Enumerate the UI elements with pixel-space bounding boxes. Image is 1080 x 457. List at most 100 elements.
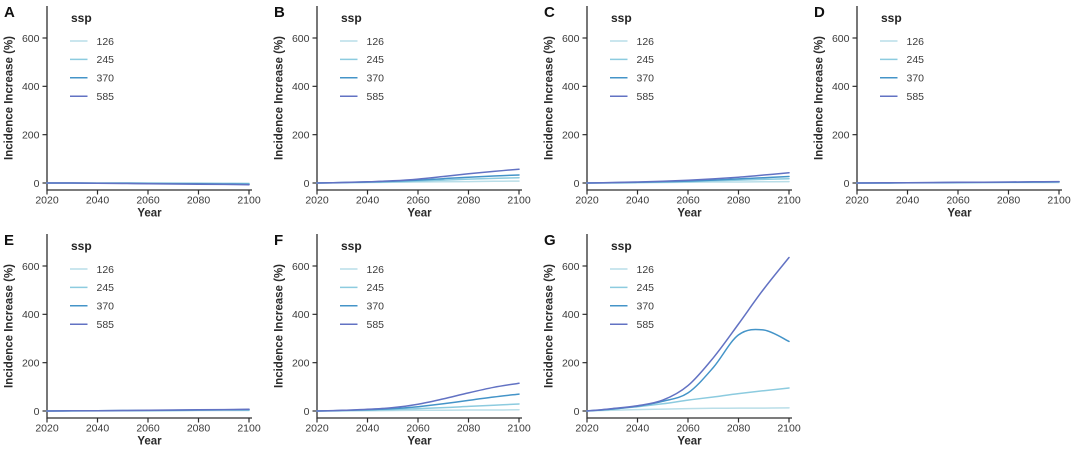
x-tick-label: 2100 xyxy=(507,423,531,435)
series-line-585 xyxy=(316,168,520,184)
y-tick-label: 400 xyxy=(22,81,40,93)
y-axis-title: Incidence Increase (%) xyxy=(274,36,286,160)
x-tick-label: 2100 xyxy=(507,195,531,207)
y-tick-label: 400 xyxy=(562,81,580,93)
x-tick-label: 2060 xyxy=(406,195,430,207)
y-tick-label: 0 xyxy=(844,178,850,190)
y-tick-label: 600 xyxy=(22,33,40,45)
panel-letter: B xyxy=(274,4,285,21)
x-axis-title: Year xyxy=(947,208,972,220)
panel-letter: C xyxy=(544,4,555,21)
legend-label-126: 126 xyxy=(97,36,115,48)
x-axis-title: Year xyxy=(677,436,702,448)
legend-label-126: 126 xyxy=(367,36,385,48)
series-line-585 xyxy=(586,256,790,412)
y-tick-label: 200 xyxy=(562,129,580,141)
x-axis-title: Year xyxy=(407,436,432,448)
x-tick-label: 2100 xyxy=(237,195,261,207)
panel-B: B 0 200 400 600 2020 2040 2060 2080 2100 Year Incid… xyxy=(270,0,540,228)
legend-label-585: 585 xyxy=(637,91,655,103)
y-tick-label: 400 xyxy=(832,81,850,93)
panel-E: E 0 200 400 600 2020 2040 2060 2080 2100 Year Incid… xyxy=(0,228,270,457)
x-tick-label: 2020 xyxy=(35,195,59,207)
x-tick-label: 2040 xyxy=(626,195,650,207)
axis-lines xyxy=(46,234,252,419)
y-tick-label: 600 xyxy=(22,261,40,273)
y-tick-label: 600 xyxy=(562,261,580,273)
x-tick-label: 2060 xyxy=(136,423,160,435)
y-tick-label: 600 xyxy=(562,33,580,45)
x-tick-label: 2040 xyxy=(86,423,110,435)
x-axis-title: Year xyxy=(137,208,162,220)
legend-label-370: 370 xyxy=(907,73,925,85)
panel-chart-svg: A 0 200 400 600 2020 2040 2060 2080 2100 Year Incid… xyxy=(4,4,261,220)
legend: ssp 126 245 370 585 xyxy=(70,11,114,103)
axis-lines xyxy=(586,6,792,191)
x-tick-label: 2020 xyxy=(305,423,329,435)
x-tick-label: 2100 xyxy=(777,195,801,207)
y-axis-title: Incidence Increase (%) xyxy=(814,36,826,160)
legend-title: ssp xyxy=(71,239,92,253)
legend-title: ssp xyxy=(611,11,632,25)
panel-chart-svg: D 0 200 400 600 2020 2040 2060 2080 2100 Year Incid… xyxy=(814,4,1071,220)
x-tick-label: 2080 xyxy=(457,423,481,435)
legend: ssp 126 245 370 585 xyxy=(70,239,114,331)
legend-label-370: 370 xyxy=(637,301,655,313)
panel-C: C 0 200 400 600 2020 2040 2060 2080 2100 Year Incid… xyxy=(540,0,810,228)
legend-label-245: 245 xyxy=(637,282,655,294)
legend-label-126: 126 xyxy=(367,264,385,276)
y-tick-label: 0 xyxy=(574,178,580,190)
legend-label-126: 126 xyxy=(637,264,655,276)
legend-label-585: 585 xyxy=(367,91,385,103)
x-tick-label: 2100 xyxy=(237,423,261,435)
x-tick-label: 2080 xyxy=(727,423,751,435)
x-tick-label: 2080 xyxy=(727,195,751,207)
y-tick-label: 600 xyxy=(832,33,850,45)
x-tick-label: 2100 xyxy=(1047,195,1071,207)
panel-G: G 0 200 400 600 2020 2040 2060 2080 2100 Year Incid… xyxy=(540,228,810,457)
series-line-126 xyxy=(586,407,790,412)
x-tick-label: 2040 xyxy=(626,423,650,435)
y-tick-label: 400 xyxy=(22,309,40,321)
legend: ssp 126 245 370 585 xyxy=(340,239,384,331)
legend-label-245: 245 xyxy=(637,54,655,66)
x-tick-label: 2060 xyxy=(676,195,700,207)
legend-label-370: 370 xyxy=(367,73,385,85)
axis-lines xyxy=(316,234,522,419)
y-tick-label: 200 xyxy=(832,129,850,141)
legend: ssp 126 245 370 585 xyxy=(610,239,654,331)
panel-A: A 0 200 400 600 2020 2040 2060 2080 2100 Year Incid… xyxy=(0,0,270,228)
x-tick-label: 2060 xyxy=(676,423,700,435)
y-tick-label: 600 xyxy=(292,261,310,273)
legend-label-370: 370 xyxy=(367,301,385,313)
y-tick-label: 400 xyxy=(562,309,580,321)
x-tick-label: 2020 xyxy=(575,423,599,435)
panel-chart-svg: B 0 200 400 600 2020 2040 2060 2080 2100 Year Incid… xyxy=(274,4,531,220)
legend-label-585: 585 xyxy=(97,319,115,331)
x-tick-label: 2040 xyxy=(356,195,380,207)
legend-label-245: 245 xyxy=(97,282,115,294)
y-tick-label: 0 xyxy=(304,178,310,190)
panel-letter: F xyxy=(274,232,283,249)
x-tick-label: 2060 xyxy=(406,423,430,435)
x-tick-label: 2020 xyxy=(845,195,869,207)
panel-letter: D xyxy=(814,4,825,21)
legend-label-245: 245 xyxy=(367,54,385,66)
x-tick-label: 2060 xyxy=(136,195,160,207)
y-tick-label: 0 xyxy=(34,406,40,418)
y-axis-title: Incidence Increase (%) xyxy=(4,36,16,160)
y-tick-label: 400 xyxy=(292,81,310,93)
panel-letter: E xyxy=(4,232,14,249)
x-axis-title: Year xyxy=(137,436,162,448)
legend-title: ssp xyxy=(611,239,632,253)
y-axis-title: Incidence Increase (%) xyxy=(544,264,556,388)
legend-title: ssp xyxy=(341,239,362,253)
x-axis-title: Year xyxy=(407,208,432,220)
y-tick-label: 0 xyxy=(574,406,580,418)
y-tick-label: 200 xyxy=(292,129,310,141)
legend-label-245: 245 xyxy=(97,54,115,66)
panel-D: D 0 200 400 600 2020 2040 2060 2080 2100 Year Incid… xyxy=(810,0,1080,228)
y-axis-title: Incidence Increase (%) xyxy=(4,264,16,388)
series-line-585 xyxy=(586,172,790,184)
axis-lines xyxy=(316,6,522,191)
